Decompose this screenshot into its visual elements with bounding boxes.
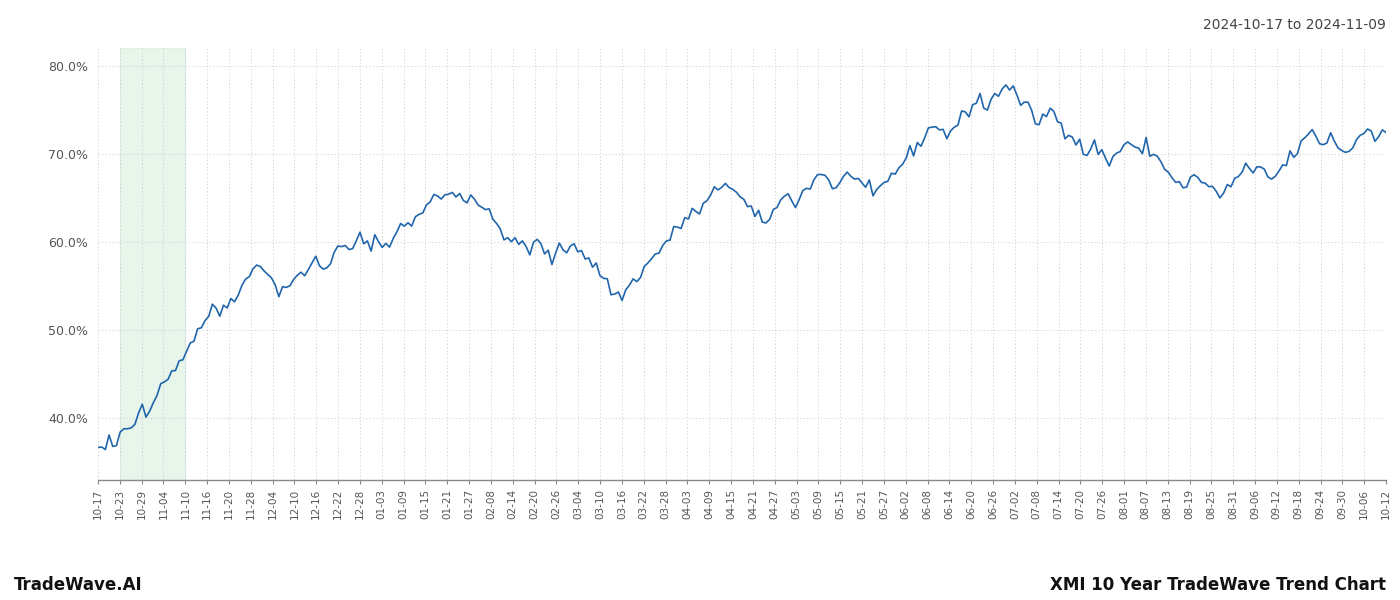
Text: TradeWave.AI: TradeWave.AI bbox=[14, 576, 143, 594]
Text: 2024-10-17 to 2024-11-09: 2024-10-17 to 2024-11-09 bbox=[1203, 18, 1386, 32]
Text: XMI 10 Year TradeWave Trend Chart: XMI 10 Year TradeWave Trend Chart bbox=[1050, 576, 1386, 594]
Bar bbox=[120, 48, 185, 480]
